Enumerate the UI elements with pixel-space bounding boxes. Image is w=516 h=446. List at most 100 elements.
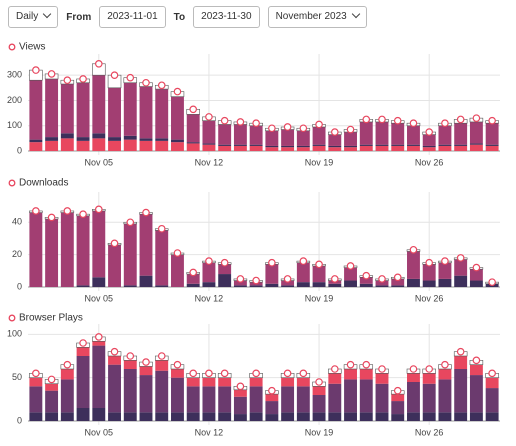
to-input[interactable]: 2023-11-30 xyxy=(193,6,260,28)
bar-segment xyxy=(422,412,436,421)
total-marker xyxy=(425,258,434,267)
bar-segment xyxy=(296,147,310,151)
month-text: November 2023 xyxy=(275,11,347,22)
total-marker xyxy=(346,125,355,134)
bar-segment xyxy=(139,138,153,141)
bar-segment xyxy=(454,356,468,369)
bar-segment xyxy=(407,373,420,382)
bar-segment xyxy=(60,133,74,139)
bar-segment xyxy=(139,366,153,376)
x-tick-label: Nov 26 xyxy=(415,157,444,167)
bar-segment xyxy=(359,145,373,151)
bar-segment xyxy=(296,282,310,287)
total-marker xyxy=(173,249,182,257)
bar-segment xyxy=(155,140,169,151)
total-marker xyxy=(488,369,496,378)
bar-segment xyxy=(155,412,169,421)
total-marker xyxy=(472,356,481,365)
bar-segment xyxy=(60,412,74,421)
bar-segment xyxy=(202,412,216,421)
total-marker xyxy=(47,213,56,222)
bar-segment xyxy=(407,251,420,279)
bar-segment xyxy=(29,212,43,287)
bar-segment xyxy=(281,377,295,387)
bar-segment xyxy=(312,412,326,421)
total-marker xyxy=(173,87,182,96)
bar-segment xyxy=(469,121,483,144)
bar-segment xyxy=(454,144,468,146)
bar-segment xyxy=(469,375,483,413)
total-marker xyxy=(268,386,276,395)
bar-segment xyxy=(328,412,342,421)
bar-segment xyxy=(485,123,499,145)
y-tick-label: 0 xyxy=(17,281,22,291)
total-marker xyxy=(173,360,182,369)
x-tick-label: Nov 05 xyxy=(85,427,114,437)
bar-segment xyxy=(139,412,153,421)
bar-segment xyxy=(391,401,405,415)
bar-segment xyxy=(171,412,184,421)
total-marker xyxy=(205,257,213,265)
bar-segment xyxy=(186,412,200,421)
bar-segment xyxy=(438,262,452,279)
bar-segment xyxy=(469,269,483,281)
total-marker xyxy=(79,210,87,218)
bar-segment xyxy=(202,282,216,287)
bar-segment xyxy=(422,383,436,413)
bar-segment xyxy=(233,285,247,287)
bar-segment xyxy=(218,386,232,413)
bar-segment xyxy=(296,145,310,148)
bar-segment xyxy=(359,379,373,413)
bar-segment xyxy=(92,138,106,151)
bar-segment xyxy=(186,143,200,151)
total-marker xyxy=(488,278,496,286)
bar-segment xyxy=(265,394,279,402)
bar-segment xyxy=(233,414,247,421)
total-marker xyxy=(95,205,103,214)
bar-segment xyxy=(438,412,452,421)
x-tick-label: Nov 19 xyxy=(305,293,334,303)
interval-select[interactable]: Daily xyxy=(8,6,59,28)
bar-segment xyxy=(281,145,295,148)
bar-segment xyxy=(359,121,373,145)
y-tick-label: 100 xyxy=(7,329,22,339)
bar-segment xyxy=(249,144,263,146)
bar-segment xyxy=(469,412,483,421)
bar-segment xyxy=(186,142,200,144)
bar-segment xyxy=(171,377,184,413)
total-marker xyxy=(63,76,72,85)
bar-segment xyxy=(407,125,420,145)
bar-segment xyxy=(202,386,216,413)
total-marker xyxy=(142,358,150,366)
bar-segment xyxy=(108,87,121,138)
month-select[interactable]: November 2023 xyxy=(267,6,367,28)
bar-segment xyxy=(218,264,232,275)
bar-segment xyxy=(92,277,106,287)
bar-segment xyxy=(265,130,279,146)
bar-segment xyxy=(123,360,137,369)
bar-segment xyxy=(60,138,74,151)
from-input[interactable]: 2023-11-01 xyxy=(99,6,166,28)
bar-segment xyxy=(123,223,137,286)
chart-title: Browser Plays xyxy=(19,313,83,324)
total-marker xyxy=(409,365,418,373)
y-tick-label: 40 xyxy=(12,217,22,227)
bar-segment xyxy=(375,383,389,413)
total-marker xyxy=(330,128,339,136)
total-marker xyxy=(315,260,323,269)
bar-segment xyxy=(218,145,232,151)
bar-segment xyxy=(249,285,263,287)
bar-segment xyxy=(45,390,59,413)
bar-segment xyxy=(344,412,357,421)
bar-segment xyxy=(233,145,247,151)
total-marker xyxy=(456,347,465,356)
bar-segment xyxy=(29,412,43,421)
total-marker xyxy=(472,114,481,122)
bar-segment xyxy=(407,144,420,146)
total-marker xyxy=(362,115,371,124)
bar-segment xyxy=(485,388,499,413)
x-tick-label: Nov 26 xyxy=(415,293,444,303)
bar-segment xyxy=(265,145,279,148)
bar-segment xyxy=(76,408,90,421)
